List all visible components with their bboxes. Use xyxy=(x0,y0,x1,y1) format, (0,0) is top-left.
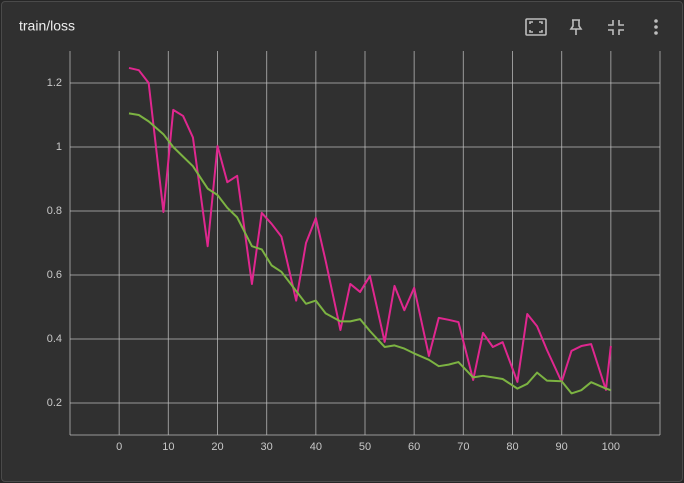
series-line xyxy=(128,112,612,395)
chart-title: train/loss xyxy=(19,18,75,34)
fit-domain-button[interactable] xyxy=(525,18,547,36)
pin-button[interactable] xyxy=(569,19,583,35)
x-tick-label: 20 xyxy=(211,441,223,453)
x-tick-label: 60 xyxy=(408,441,420,453)
x-tick-label: 0 xyxy=(116,441,122,453)
more-button[interactable] xyxy=(654,19,658,35)
collapse-button[interactable] xyxy=(608,20,624,35)
x-tick-label: 10 xyxy=(162,441,174,453)
y-tick-label: 1 xyxy=(56,141,62,153)
y-tick-label: 0.8 xyxy=(47,205,62,217)
x-tick-label: 80 xyxy=(506,441,518,453)
series-line xyxy=(128,66,612,391)
x-tick-label: 40 xyxy=(310,441,322,453)
x-tick-label: 90 xyxy=(556,441,568,453)
x-tick-label: 50 xyxy=(359,441,371,453)
y-tick-label: 1.2 xyxy=(47,77,62,89)
plot-area: 0.2 0.4 0.6 0.8 1 1.2 0 10 20 30 40 50 60 70 80 90 100 xyxy=(47,51,661,453)
y-tick-label: 0.2 xyxy=(47,397,62,409)
y-tick-label: 0.4 xyxy=(47,333,62,345)
x-tick-label: 30 xyxy=(261,441,273,453)
x-tick-label: 70 xyxy=(457,441,469,453)
x-tick-label: 100 xyxy=(602,441,620,453)
y-tick-label: 0.6 xyxy=(47,269,62,281)
